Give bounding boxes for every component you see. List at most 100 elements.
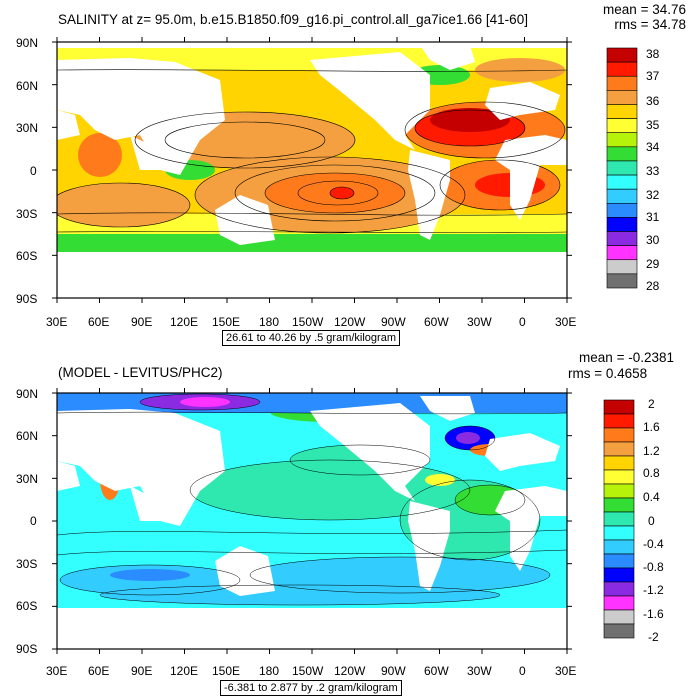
lon-tick-label: 180 bbox=[259, 664, 280, 678]
lon-tick-label: 90E bbox=[131, 315, 153, 329]
lon-tick-label: 60W bbox=[424, 664, 449, 678]
colorbar-swatch bbox=[603, 483, 635, 499]
colorbar-label: 29 bbox=[646, 257, 660, 271]
lon-tick-label: 30W bbox=[467, 315, 492, 329]
land bbox=[57, 396, 567, 649]
colorbar-swatch bbox=[606, 104, 638, 119]
colorbar-swatch bbox=[606, 90, 638, 105]
lat-tick-label: 30N bbox=[16, 472, 39, 486]
colorbar-label: -1.2 bbox=[643, 583, 664, 597]
colorbar-swatch bbox=[606, 231, 638, 246]
colorbar bbox=[606, 47, 638, 289]
lat-tick-label: 90S bbox=[16, 642, 38, 656]
difference-map bbox=[52, 388, 635, 654]
colorbar-label: 1.2 bbox=[643, 444, 660, 458]
colorbar-swatch bbox=[603, 497, 635, 513]
lon-tick-label: 150W bbox=[292, 315, 324, 329]
colorbar-swatch bbox=[606, 259, 638, 275]
lon-tick-label: 60E bbox=[88, 315, 110, 329]
land bbox=[57, 42, 567, 298]
lat-tick-label: 90S bbox=[16, 292, 38, 306]
lon-tick-label: 150E bbox=[212, 315, 241, 329]
colorbar-label: 1.6 bbox=[643, 420, 660, 434]
lon-tick-label: 60E bbox=[88, 664, 110, 678]
colorbar-label: 0 bbox=[648, 514, 655, 528]
lat-tick-label: 90N bbox=[16, 36, 39, 50]
colorbar-label: 35 bbox=[646, 118, 660, 132]
colorbar-label: 37 bbox=[646, 69, 660, 83]
contour-lines bbox=[57, 393, 567, 606]
colorbar-swatch bbox=[603, 413, 635, 429]
colorbar-label: 30 bbox=[646, 233, 660, 247]
lat-tick-label: 60N bbox=[16, 429, 39, 443]
contour-lines bbox=[57, 69, 567, 234]
colorbar-swatch bbox=[606, 217, 638, 232]
colorbar-swatch bbox=[606, 132, 638, 148]
colorbar-label: 0.8 bbox=[643, 466, 660, 480]
colorbar-swatch bbox=[603, 553, 635, 569]
lon-tick-label: 30W bbox=[467, 664, 492, 678]
colorbar-label: 38 bbox=[646, 47, 660, 61]
rms-label: rms = 34.78 bbox=[614, 17, 686, 32]
colorbar-swatch bbox=[606, 160, 638, 176]
lon-tick-label: 150W bbox=[292, 664, 324, 678]
lon-tick-label: 150E bbox=[212, 664, 241, 678]
colorbar-label: 0.4 bbox=[643, 490, 660, 504]
colorbar-label: 33 bbox=[646, 164, 660, 178]
colorbar bbox=[603, 399, 635, 639]
lon-tick-label: 120E bbox=[170, 315, 199, 329]
salinity-map bbox=[52, 37, 638, 303]
colorbar-swatch bbox=[606, 174, 638, 190]
colorbar-label: 2 bbox=[648, 397, 655, 411]
colorbar-label: -0.8 bbox=[643, 560, 664, 574]
lon-tick-label: 90W bbox=[381, 664, 406, 678]
mean-label: mean = 34.76 bbox=[603, 2, 686, 17]
map-ticks bbox=[52, 388, 572, 654]
lon-tick-label: 0 bbox=[519, 315, 526, 329]
lat-tick-label: 90N bbox=[16, 387, 39, 401]
colorbar-swatch bbox=[603, 525, 635, 541]
colorbar-swatch bbox=[603, 567, 635, 583]
lat-tick-label: 60S bbox=[16, 249, 38, 263]
lat-tick-label: 0 bbox=[30, 164, 37, 178]
contour-range-box: -6.381 to 2.877 by .2 gram/kilogram bbox=[220, 680, 402, 696]
colorbar-swatch bbox=[606, 146, 638, 162]
colorbar-swatch bbox=[603, 427, 635, 443]
colorbar-label: 32 bbox=[646, 188, 660, 202]
lat-tick-label: 60S bbox=[16, 599, 38, 613]
lon-tick-label: 30E bbox=[46, 664, 68, 678]
colorbar-swatch bbox=[606, 61, 638, 77]
colorbar-swatch bbox=[606, 202, 638, 218]
rms-label: rms = 0.4658 bbox=[568, 366, 648, 381]
lon-tick-label: 60W bbox=[424, 315, 449, 329]
lat-tick-label: 60N bbox=[16, 79, 39, 93]
colorbar-swatch bbox=[606, 245, 638, 261]
colorbar-swatch bbox=[606, 188, 638, 204]
colorbar-label: -2 bbox=[648, 630, 659, 644]
colorbar-swatch bbox=[603, 623, 635, 639]
lat-tick-label: 0 bbox=[30, 514, 37, 528]
colorbar-swatch bbox=[603, 511, 635, 527]
lon-tick-label: 30E bbox=[555, 315, 577, 329]
mean-label: mean = -0.2381 bbox=[579, 350, 674, 365]
lon-tick-label: 30E bbox=[555, 664, 577, 678]
colorbar-swatch bbox=[603, 539, 635, 555]
lon-tick-label: 90E bbox=[131, 664, 153, 678]
lon-tick-label: 90W bbox=[381, 315, 406, 329]
lon-tick-label: 30E bbox=[46, 315, 68, 329]
panel-title: (MODEL - LEVITUS/PHC2) bbox=[58, 365, 223, 380]
colorbar-swatch bbox=[606, 118, 638, 134]
colorbar-label: 28 bbox=[646, 279, 660, 293]
colorbar-swatch bbox=[603, 469, 635, 485]
lon-tick-label: 120W bbox=[334, 664, 366, 678]
colorbar-swatch bbox=[603, 581, 635, 597]
colorbar-swatch bbox=[603, 595, 635, 611]
colorbar-label: 31 bbox=[646, 210, 660, 224]
colorbar-swatch bbox=[603, 455, 635, 471]
colorbar-swatch bbox=[606, 273, 638, 289]
colorbar-swatch bbox=[606, 47, 638, 63]
colorbar-label: -1.6 bbox=[643, 607, 664, 621]
lon-tick-label: 180 bbox=[259, 315, 280, 329]
lat-tick-label: 30S bbox=[16, 207, 38, 221]
map-ticks bbox=[52, 37, 572, 303]
